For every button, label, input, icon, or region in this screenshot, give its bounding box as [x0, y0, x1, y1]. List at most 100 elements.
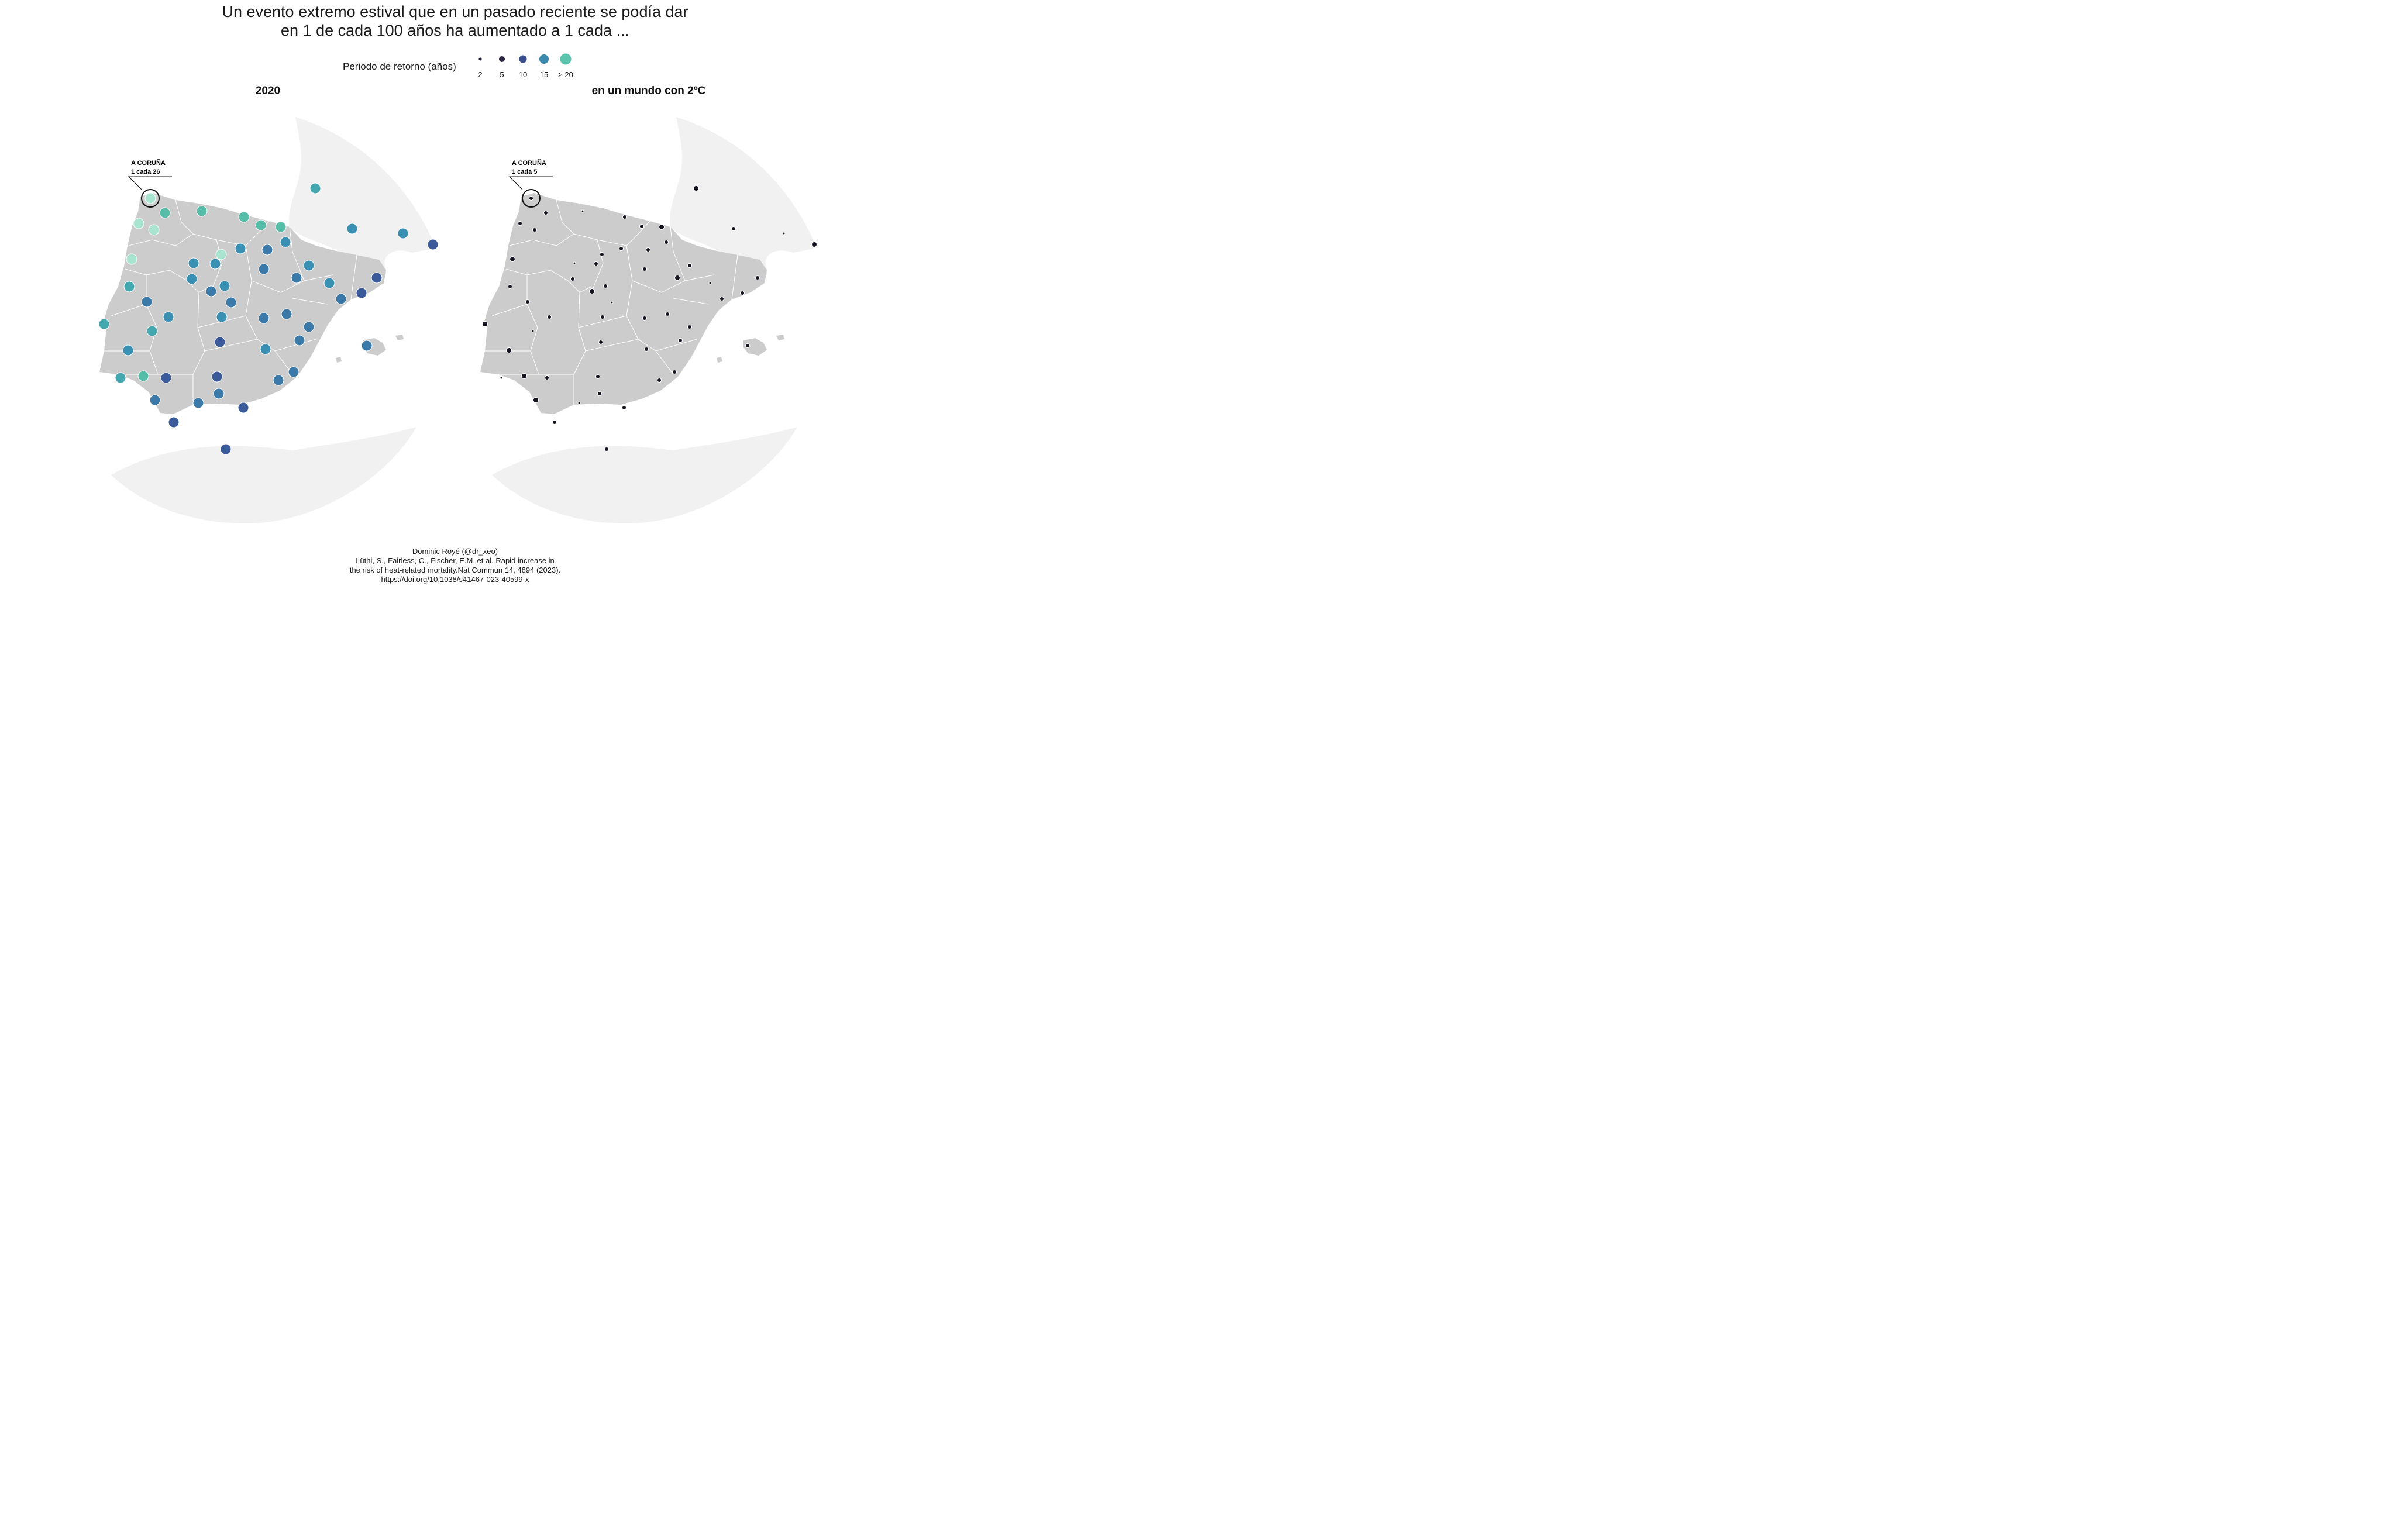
station-point — [235, 243, 246, 254]
station-point — [225, 297, 237, 308]
station-point — [258, 312, 270, 324]
station-point — [622, 215, 627, 219]
station-point — [595, 374, 600, 379]
station-point — [238, 211, 250, 223]
station-point — [664, 240, 669, 244]
map-title: Un evento extremo estival que en un pasa… — [0, 2, 910, 40]
station-point — [237, 402, 249, 414]
panel-title-2020: 2020 — [255, 85, 281, 97]
station-point — [547, 315, 552, 319]
station-point — [211, 371, 223, 383]
highlight-circle — [522, 189, 541, 208]
station-point — [693, 185, 699, 191]
station-point — [141, 296, 153, 308]
station-point — [137, 370, 149, 382]
station-point — [255, 219, 267, 231]
station-point — [811, 242, 817, 247]
station-point — [642, 267, 647, 271]
station-point — [600, 252, 604, 257]
station-point — [589, 288, 595, 294]
station-point — [346, 223, 358, 235]
station-point — [573, 261, 576, 265]
station-point — [260, 343, 271, 355]
title-line-2: en 1 de cada 100 años ha aumentado a 1 c… — [281, 22, 629, 39]
station-point — [600, 315, 605, 319]
station-point — [149, 394, 161, 406]
station-point — [291, 272, 302, 284]
station-point — [510, 256, 515, 262]
station-point — [196, 205, 208, 217]
station-point — [123, 281, 135, 292]
station-point — [216, 311, 228, 323]
panel-title-2c: en un mundo con 2ºC — [591, 85, 706, 97]
station-point — [642, 316, 647, 321]
leader-line — [128, 176, 172, 190]
station-point — [281, 308, 292, 320]
station-point — [687, 263, 692, 268]
station-point — [273, 374, 284, 386]
station-point — [275, 221, 287, 233]
caption-doi: https://doi.org/10.1038/s41467-023-40599… — [381, 575, 529, 584]
legend-label: 10 — [518, 70, 528, 79]
legend-label: > 20 — [558, 70, 573, 79]
station-point — [98, 318, 110, 330]
station-point — [622, 405, 626, 410]
legend-label: 2 — [478, 70, 483, 79]
station-point — [115, 372, 126, 384]
station-point — [657, 378, 662, 383]
station-point — [619, 246, 624, 251]
station-point — [188, 257, 199, 269]
station-point — [205, 285, 217, 297]
caption: Dominic Royé (@dr_xeo) Lüthi, S., Fairle… — [0, 547, 910, 584]
annotation-place: A CORUÑA — [512, 159, 546, 167]
legend-item-2: 2 — [469, 53, 492, 82]
station-point — [303, 321, 315, 333]
station-point — [303, 260, 315, 271]
station-point — [280, 236, 291, 248]
a-coruna-annotation: A CORUÑA 1 cada 26 — [128, 159, 172, 208]
station-point — [397, 228, 409, 239]
station-point — [356, 287, 367, 299]
station-point — [521, 373, 527, 379]
station-point — [294, 335, 305, 346]
station-point — [646, 247, 650, 252]
station-point — [708, 281, 712, 285]
annotation-place: A CORUÑA — [131, 159, 166, 167]
title-line-1: Un evento extremo estival que en un pasa… — [222, 3, 688, 20]
leader-line — [508, 176, 553, 190]
sea-area-south — [492, 427, 797, 523]
station-point — [740, 291, 745, 295]
map-panel-2020: A CORUÑA 1 cada 26 — [98, 117, 439, 523]
station-point — [214, 336, 226, 348]
sea-area-south — [111, 427, 416, 523]
station-point — [213, 388, 225, 399]
station-point — [731, 226, 736, 231]
legend-label: 5 — [500, 70, 504, 79]
caption-author: Dominic Royé (@dr_xeo) — [412, 547, 498, 556]
balearic-islands — [717, 335, 784, 363]
station-point — [531, 329, 535, 333]
legend-item-15: 15 — [532, 53, 556, 82]
caption-reference-1: Lüthi, S., Fairless, C., Fischer, E.M. e… — [356, 556, 555, 565]
legend-title: Periodo de retorno (años) — [343, 61, 456, 72]
legend-dot — [478, 57, 482, 61]
station-point — [598, 340, 603, 344]
station-point — [500, 376, 503, 380]
station-point — [594, 261, 598, 266]
legend-item-5: 5 — [490, 53, 514, 82]
station-point — [529, 196, 533, 201]
station-point — [261, 244, 273, 256]
station-point — [518, 221, 522, 226]
station-point — [610, 301, 614, 304]
station-point — [678, 338, 683, 343]
station-point — [639, 224, 644, 229]
legend-dot — [499, 56, 505, 62]
station-point — [570, 277, 575, 281]
station-point — [603, 284, 608, 288]
station-point — [288, 366, 300, 378]
highlight-circle — [141, 189, 160, 208]
station-point — [361, 340, 373, 352]
station-point — [755, 275, 760, 280]
annotation-value: 1 cada 5 — [512, 168, 537, 175]
station-point — [597, 391, 602, 396]
